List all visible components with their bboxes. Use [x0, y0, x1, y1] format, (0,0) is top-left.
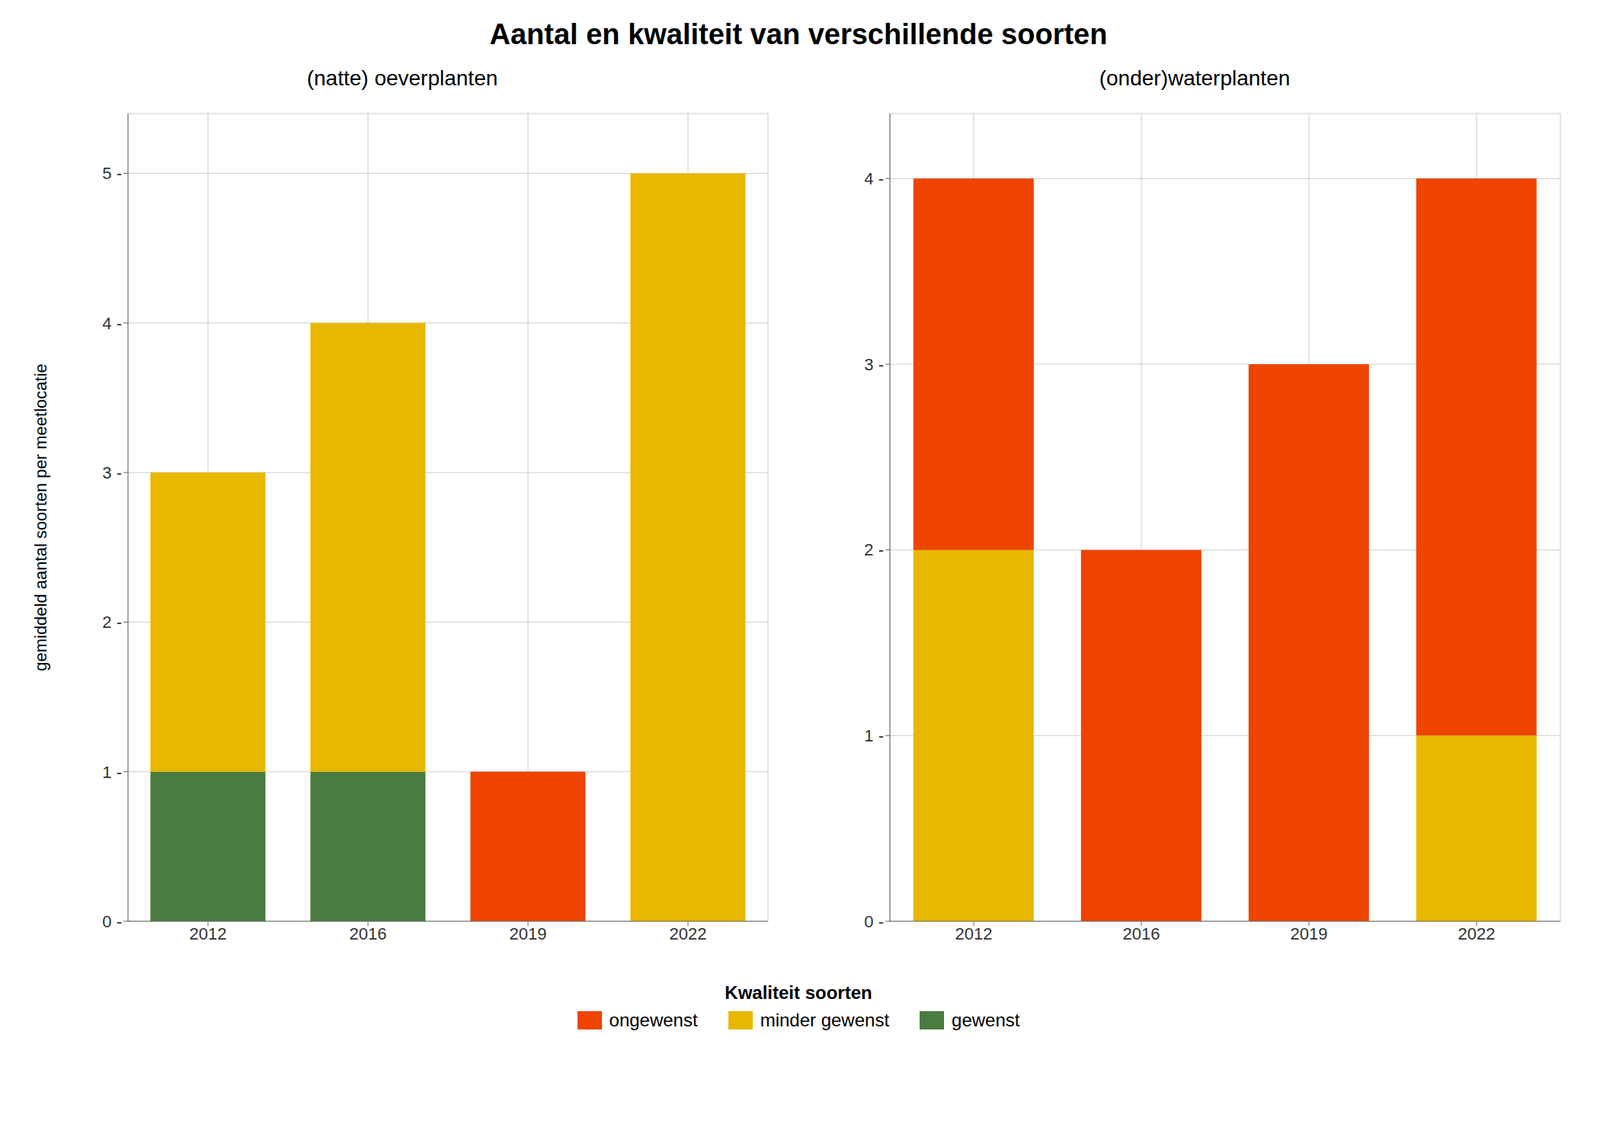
- svg-text:2016: 2016: [349, 924, 388, 944]
- svg-text:1 -: 1 -: [864, 726, 884, 746]
- svg-text:2012: 2012: [189, 924, 228, 944]
- html-text:(natte) oeverplanten: (natte) oeverplanten: [306, 66, 498, 90]
- svg-text:1 -: 1 -: [102, 762, 122, 782]
- svg-text:2 -: 2 -: [102, 612, 122, 632]
- svg-text:3 -: 3 -: [864, 355, 884, 375]
- html-text:ongewenst: ongewenst: [609, 1009, 698, 1031]
- html-text:(onder)waterplanten: (onder)waterplanten: [1099, 66, 1291, 90]
- html-text:minder gewenst: minder gewenst: [760, 1009, 890, 1031]
- svg-text:2022: 2022: [669, 924, 708, 944]
- html-text:Kwaliteit soorten: Kwaliteit soorten: [724, 982, 873, 1003]
- svg-text:2019: 2019: [509, 924, 548, 944]
- html-text:gewenst: gewenst: [951, 1009, 1020, 1031]
- svg-text:2019: 2019: [1290, 924, 1328, 944]
- svg-text:5 -: 5 -: [102, 163, 122, 183]
- svg-text:gemiddeld aantal soorten per m: gemiddeld aantal soorten per meetlocatie: [31, 363, 51, 672]
- svg-text:4 -: 4 -: [864, 169, 884, 189]
- svg-text:2012: 2012: [955, 924, 993, 944]
- svg-text:2016: 2016: [1123, 924, 1161, 944]
- svg-text:2 -: 2 -: [864, 540, 884, 560]
- svg-text:3 -: 3 -: [102, 463, 122, 483]
- html-text:Aantal en kwaliteit van versch: Aantal en kwaliteit van verschillende so…: [489, 18, 1108, 51]
- svg-text:2022: 2022: [1458, 924, 1496, 944]
- svg-text:0 -: 0 -: [864, 912, 884, 932]
- svg-text:4 -: 4 -: [102, 313, 122, 333]
- svg-text:0 -: 0 -: [102, 912, 122, 932]
